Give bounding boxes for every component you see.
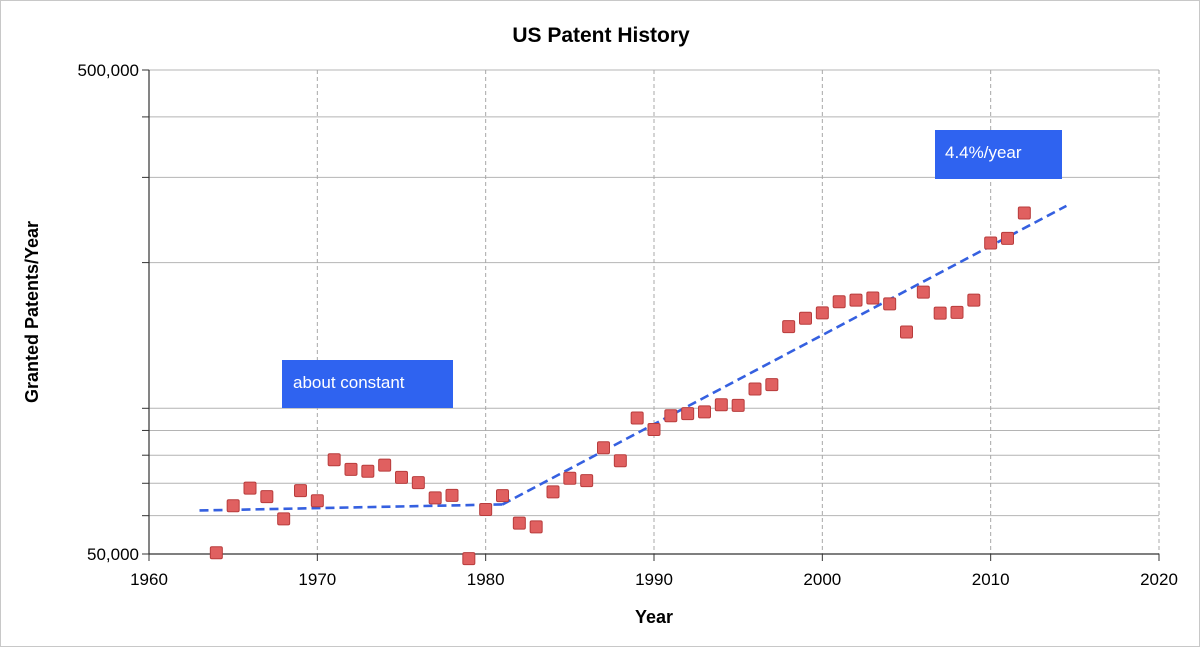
x-tick-label: 2000: [803, 570, 841, 589]
trend-lines: [199, 204, 1068, 512]
data-point: [294, 484, 307, 498]
data-point: [378, 458, 392, 472]
data-point: [226, 499, 240, 513]
x-tick-label: 2020: [1140, 570, 1178, 589]
data-point: [327, 453, 341, 467]
data-point: [630, 411, 644, 425]
callout-about-constant-text: about constant: [293, 373, 405, 392]
data-point: [647, 423, 661, 437]
chart-title: US Patent History: [512, 24, 690, 47]
data-point: [428, 491, 442, 505]
axes: [142, 69, 1160, 561]
data-point: [1017, 206, 1031, 220]
data-point: [714, 398, 728, 412]
data-point: [344, 462, 358, 476]
data-point: [563, 471, 577, 485]
data-point: [529, 520, 543, 534]
data-point: [866, 291, 880, 305]
data-point: [462, 552, 476, 566]
y-axis-label: Granted Patents/Year: [22, 221, 42, 403]
data-point: [765, 378, 779, 392]
data-point: [310, 494, 324, 508]
data-point: [664, 409, 678, 423]
data-point: [967, 293, 981, 307]
data-point: [681, 407, 695, 421]
data-point: [849, 293, 863, 307]
callout-growth-rate-text: 4.4%/year: [945, 143, 1022, 162]
data-point: [411, 476, 425, 490]
data-point: [597, 441, 610, 455]
data-point: [277, 512, 291, 526]
tick-labels: 1960 1970 1980 1990 2000 2010 2020 50,000 500,00…: [78, 61, 1178, 589]
data-point: [731, 398, 745, 412]
y-tick-label: 500,000: [78, 61, 139, 80]
x-tick-label: 2010: [972, 570, 1010, 589]
data-point: [546, 485, 560, 499]
data-point: [613, 454, 627, 468]
data-point: [445, 488, 459, 502]
data-point: [580, 474, 594, 488]
data-point: [361, 464, 375, 478]
data-point: [748, 382, 762, 396]
data-point: [479, 502, 493, 516]
data-point: [815, 306, 829, 320]
callout-about-constant-box: [282, 360, 453, 408]
x-tick-label: 1990: [635, 570, 673, 589]
data-points: [209, 206, 1031, 566]
trend-line: [199, 503, 503, 512]
callout-growth-rate: 4.4%/year: [935, 130, 1062, 179]
data-point: [512, 516, 526, 530]
grid-lines: [149, 69, 1160, 554]
data-point: [950, 305, 964, 319]
x-tick-label: 1970: [298, 570, 336, 589]
data-point: [395, 470, 408, 484]
data-point: [883, 297, 897, 311]
data-point: [243, 481, 257, 495]
data-point: [799, 311, 812, 325]
data-point: [782, 320, 796, 334]
y-tick-label: 50,000: [87, 545, 139, 564]
data-point: [698, 405, 711, 419]
trend-line: [501, 204, 1068, 506]
x-tick-label: 1960: [130, 570, 168, 589]
data-point: [984, 236, 998, 250]
data-point: [260, 490, 274, 504]
data-point: [209, 546, 223, 560]
data-point: [832, 295, 846, 309]
data-point: [916, 285, 930, 299]
x-axis-label: Year: [635, 607, 673, 627]
x-tick-label: 1980: [467, 570, 505, 589]
data-point: [900, 325, 913, 339]
callout-about-constant: about constant: [282, 360, 453, 408]
data-point: [496, 489, 509, 503]
data-point: [1001, 231, 1014, 245]
data-point: [933, 306, 947, 320]
callout-growth-rate-box: [935, 130, 1062, 179]
